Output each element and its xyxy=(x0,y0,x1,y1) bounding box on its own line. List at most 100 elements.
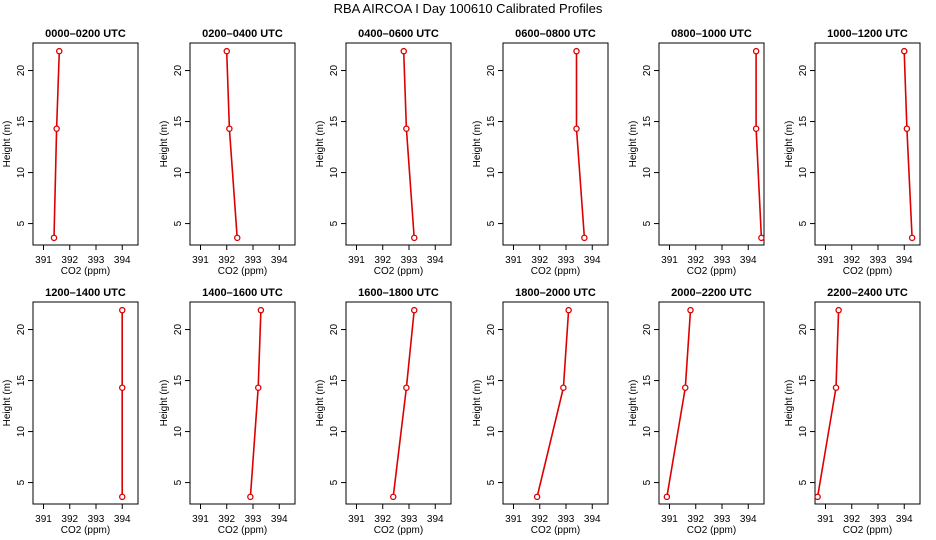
x-tick-label: 392 xyxy=(218,255,235,266)
panel-grid: 0000–0200 UTC 391 392 393 394 5 10 15 20 CO2 (ppm… xyxy=(2,28,921,536)
x-tick-label: 391 xyxy=(35,255,52,266)
y-tick-label: 20 xyxy=(642,324,653,336)
y-tick-label: 15 xyxy=(642,375,653,387)
x-axis-label: CO2 (ppm) xyxy=(843,525,892,536)
y-tick-label: 20 xyxy=(329,324,340,336)
y-tick-label: 15 xyxy=(173,375,184,387)
x-tick-label: 391 xyxy=(192,255,209,266)
panel-title: 1000–1200 UTC xyxy=(827,28,908,40)
x-tick-label: 391 xyxy=(817,514,834,525)
x-tick-label: 393 xyxy=(245,514,262,525)
x-tick-label: 393 xyxy=(401,255,418,266)
y-tick-label: 20 xyxy=(798,65,809,77)
x-tick-label: 392 xyxy=(843,255,860,266)
y-tick-label: 15 xyxy=(173,116,184,128)
y-axis-label: Height (m) xyxy=(2,380,13,427)
x-tick-label: 393 xyxy=(88,255,105,266)
y-tick-label: 20 xyxy=(329,65,340,77)
y-axis-label: Height (m) xyxy=(159,380,170,427)
x-tick-label: 392 xyxy=(531,514,548,525)
data-point xyxy=(410,306,418,314)
x-tick-label: 394 xyxy=(896,255,913,266)
y-axis-label: Height (m) xyxy=(159,121,170,168)
x-tick-label: 391 xyxy=(661,255,678,266)
profile-line xyxy=(816,310,840,498)
y-tick-label: 5 xyxy=(642,220,653,226)
y-tick-label: 20 xyxy=(642,65,653,77)
x-axis-label: CO2 (ppm) xyxy=(374,525,423,536)
plot-frame xyxy=(502,301,609,505)
y-axis-label: Height (m) xyxy=(472,121,483,168)
data-point xyxy=(403,384,410,391)
y-tick-label: 5 xyxy=(173,479,184,485)
y-tick-label: 10 xyxy=(16,167,27,179)
y-axis-label: Height (m) xyxy=(2,121,13,168)
profile-panel: 0000–0200 UTC 391 392 393 394 5 10 15 20 CO2 (ppm… xyxy=(2,28,139,277)
data-point xyxy=(119,306,126,314)
data-point xyxy=(752,47,760,55)
y-axis-label: Height (m) xyxy=(315,380,326,427)
profile-line xyxy=(225,51,238,238)
y-tick-label: 10 xyxy=(486,167,497,179)
x-tick-label: 391 xyxy=(505,255,522,266)
plot-frame xyxy=(345,42,452,246)
panel-title: 0000–0200 UTC xyxy=(45,28,126,40)
x-axis-label: CO2 (ppm) xyxy=(687,266,736,277)
data-point xyxy=(119,384,126,391)
profile-line xyxy=(903,51,913,238)
plot-frame xyxy=(658,42,765,246)
y-tick-label: 5 xyxy=(173,220,184,226)
data-point xyxy=(687,306,694,314)
data-point xyxy=(752,125,760,132)
x-tick-label: 392 xyxy=(531,255,548,266)
data-point xyxy=(573,47,580,55)
y-tick-label: 5 xyxy=(486,479,497,485)
plot-frame xyxy=(189,42,296,246)
y-tick-label: 5 xyxy=(798,479,809,485)
y-tick-label: 20 xyxy=(486,65,497,77)
plot-frame xyxy=(345,301,452,505)
panel-title: 2000–2200 UTC xyxy=(671,287,752,299)
x-tick-label: 393 xyxy=(401,514,418,525)
profile-panel: 1400–1600 UTC 391 392 393 394 5 10 15 20 CO2 (ppm… xyxy=(159,287,296,536)
y-tick-label: 10 xyxy=(798,426,809,438)
profile-line xyxy=(392,310,415,497)
y-tick-label: 10 xyxy=(486,426,497,438)
data-point xyxy=(835,306,842,314)
profile-line xyxy=(536,310,570,498)
data-point xyxy=(247,493,254,501)
data-point xyxy=(119,493,126,501)
plot-frame xyxy=(658,301,765,505)
profile-line xyxy=(53,51,61,238)
y-tick-label: 10 xyxy=(642,426,653,438)
y-tick-label: 10 xyxy=(173,426,184,438)
data-point xyxy=(533,493,541,501)
data-point xyxy=(908,234,916,242)
profile-panel: 1600–1800 UTC 391 392 393 394 5 10 15 20 CO2 (ppm… xyxy=(315,287,452,536)
x-tick-label: 392 xyxy=(843,514,860,525)
panel-title: 1800–2000 UTC xyxy=(515,287,596,299)
y-tick-label: 20 xyxy=(173,65,184,77)
y-tick-label: 5 xyxy=(329,220,340,226)
panel-title: 1200–1400 UTC xyxy=(45,287,126,299)
x-tick-label: 391 xyxy=(35,514,52,525)
x-tick-label: 391 xyxy=(661,514,678,525)
data-point xyxy=(403,125,410,132)
x-axis-label: CO2 (ppm) xyxy=(843,266,892,277)
profile-panel: 0200–0400 UTC 391 392 393 394 5 10 15 20 CO2 (ppm… xyxy=(159,28,296,277)
y-tick-label: 15 xyxy=(329,375,340,387)
data-point xyxy=(400,47,407,55)
y-tick-label: 20 xyxy=(486,324,497,336)
data-point xyxy=(53,125,60,132)
y-tick-label: 15 xyxy=(642,116,653,128)
data-point xyxy=(410,234,418,242)
y-tick-label: 10 xyxy=(329,426,340,438)
y-axis-label: Height (m) xyxy=(315,121,326,168)
data-point xyxy=(758,234,765,242)
data-point xyxy=(901,47,908,55)
x-tick-label: 392 xyxy=(687,255,704,266)
profile-panel: 2200–2400 UTC 391 392 393 394 5 10 15 20 CO2 (ppm… xyxy=(784,287,921,536)
y-tick-label: 5 xyxy=(16,479,27,485)
x-tick-label: 392 xyxy=(218,514,235,525)
